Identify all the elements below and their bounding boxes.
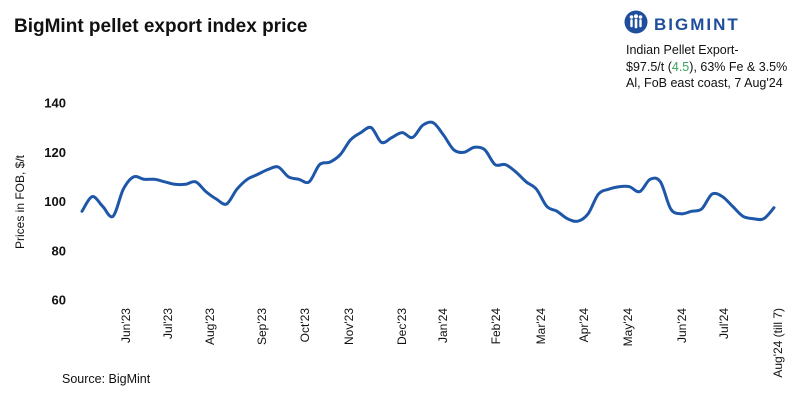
y-tick-label-1: 80 <box>52 243 66 258</box>
note-line2: , 63% Fe & 3.5% <box>693 59 788 74</box>
y-tick-label-2: 100 <box>44 194 66 209</box>
note-line1: Indian Pellet Export- <box>626 43 739 57</box>
x-tick-label-4: Oct'23 <box>298 308 312 343</box>
note-line3: Al, FoB east coast, 7 Aug'24 <box>626 76 783 90</box>
y-tick-label-3: 120 <box>44 145 66 160</box>
x-tick-label-5: Nov'23 <box>342 308 356 345</box>
chart-title: BigMint pellet export index price <box>14 16 308 37</box>
y-tick-label-0: 60 <box>52 293 66 308</box>
x-tick-label-0: Jun'23 <box>119 308 133 343</box>
bigmint-logo: BIGMINT <box>624 10 740 39</box>
x-tick-label-12: Jun'24 <box>675 308 689 343</box>
y-tick-label-4: 140 <box>44 96 66 111</box>
y-tick-group: 60 80 100 120 140 <box>44 96 66 308</box>
x-tick-label-9: Mar'24 <box>534 308 548 345</box>
x-tick-label-2: Aug'23 <box>203 308 217 345</box>
x-tick-label-8: Feb'24 <box>489 308 503 345</box>
x-tick-label-3: Sep'23 <box>255 308 269 345</box>
x-tick-label-14: Aug'24 (till 7) <box>771 308 785 378</box>
x-tick-label-1: Jul'23 <box>161 308 175 339</box>
x-tick-label-7: Jan'24 <box>436 308 450 343</box>
x-tick-label-6: Dec'23 <box>395 308 409 345</box>
price-note: Indian Pellet Export- $97.5/t (4.5), 63%… <box>626 43 788 90</box>
note-change: 4.5 <box>671 59 690 74</box>
bigmint-people-icon <box>624 10 648 39</box>
y-axis-label: Prices in FOB, $/t <box>13 154 27 249</box>
x-tick-label-10: Apr'24 <box>577 308 591 343</box>
source-note: Source: BigMint <box>62 372 151 386</box>
x-tick-label-11: May'24 <box>621 308 635 347</box>
note-price: $97.5/t <box>626 59 665 74</box>
series-line <box>80 120 776 223</box>
logo-text: BIGMINT <box>654 14 740 34</box>
x-tick-label-13: Jul'24 <box>717 308 731 339</box>
x-tick-group: Jun'23 Jul'23 Aug'23 Sep'23 Oct'23 Nov'23 Dec'… <box>119 308 785 378</box>
